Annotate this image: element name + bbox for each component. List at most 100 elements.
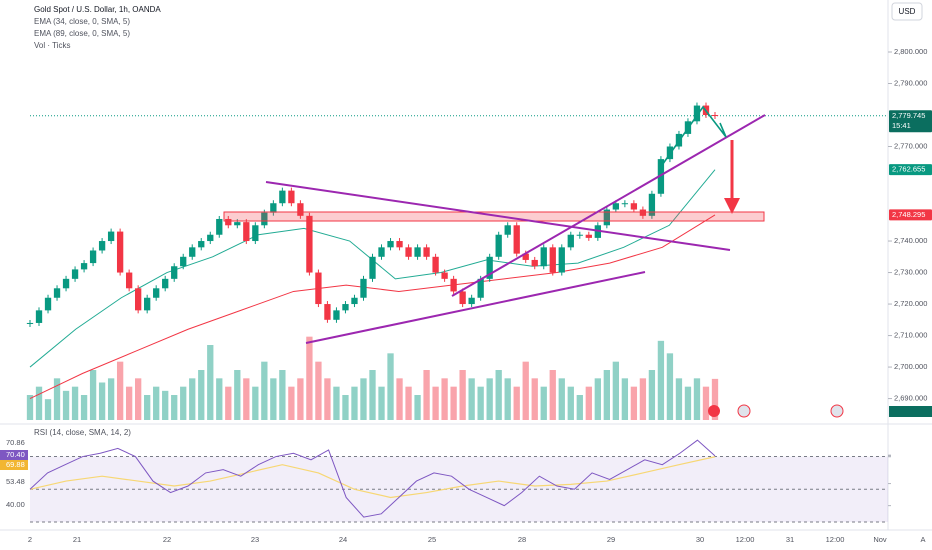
volume-bar bbox=[432, 386, 439, 420]
volume-badge bbox=[889, 406, 932, 417]
volume-bar bbox=[711, 378, 719, 420]
candle-body bbox=[549, 247, 556, 273]
volume-bar bbox=[684, 386, 692, 420]
indicator-label: EMA (34, close, 0, SMA, 5) bbox=[34, 17, 130, 26]
volume-bar bbox=[549, 370, 556, 420]
price-badge bbox=[889, 164, 932, 176]
rsi-badge bbox=[0, 460, 28, 470]
countdown-label: 15:41 bbox=[892, 121, 911, 130]
volume-bar bbox=[396, 378, 403, 420]
candle-body bbox=[180, 256, 187, 267]
candle-body bbox=[125, 272, 133, 289]
candle-body bbox=[441, 272, 448, 279]
price-badge bbox=[889, 209, 932, 221]
volume-bar bbox=[378, 386, 385, 420]
candle-body bbox=[540, 247, 547, 267]
volume-bar bbox=[387, 353, 394, 420]
y-tick-label: 2,770.000 bbox=[894, 141, 927, 150]
candle-body bbox=[378, 247, 385, 257]
volume-bar bbox=[135, 378, 142, 420]
event-icon[interactable] bbox=[708, 405, 720, 417]
path-arrow bbox=[659, 105, 727, 169]
volume-bar bbox=[80, 395, 88, 420]
volume-bar bbox=[270, 378, 277, 420]
volume-bar bbox=[116, 361, 124, 420]
volume-bar bbox=[89, 370, 97, 420]
volume-bar bbox=[315, 361, 322, 420]
volume-bar bbox=[585, 386, 592, 420]
volume-bar bbox=[369, 370, 376, 420]
volume-bar bbox=[441, 378, 448, 420]
price-badge-label: 2,779.745 bbox=[892, 111, 925, 120]
volume-bar bbox=[630, 386, 638, 420]
rsi-axis-label: 53.48 bbox=[6, 477, 25, 486]
candle-body bbox=[207, 234, 214, 242]
candle-body bbox=[62, 278, 70, 289]
volume-bar bbox=[405, 386, 412, 420]
rsi-axis-label: 40.00 bbox=[6, 500, 25, 509]
volume-bar bbox=[693, 378, 701, 420]
candle-body bbox=[26, 322, 34, 324]
candle-body bbox=[279, 190, 286, 204]
volume-bar bbox=[513, 386, 520, 420]
volume-bar bbox=[98, 382, 106, 420]
candle-body bbox=[603, 209, 610, 226]
candle-body bbox=[89, 250, 97, 264]
candle-body bbox=[144, 297, 151, 311]
volume-bar bbox=[504, 378, 511, 420]
volume-bar bbox=[666, 353, 674, 420]
volume-bar bbox=[540, 386, 547, 420]
volume-bar bbox=[125, 386, 133, 420]
volume-bar bbox=[216, 378, 223, 420]
candle-body bbox=[387, 241, 394, 248]
candle-body bbox=[216, 218, 223, 235]
candle-body bbox=[639, 209, 647, 216]
x-tick-label: 23 bbox=[251, 535, 259, 544]
x-tick-label: 12:00 bbox=[826, 535, 845, 544]
volume-bar bbox=[207, 345, 214, 420]
volume-bar bbox=[657, 340, 665, 420]
candle-body bbox=[306, 215, 313, 273]
candle-body bbox=[657, 159, 665, 194]
auto-scale-button: A bbox=[920, 535, 925, 544]
volume-bar bbox=[44, 399, 52, 420]
volume-bar bbox=[495, 370, 502, 420]
candle-body bbox=[243, 222, 250, 242]
data-layer: 2,800.000 2,790.000 2,770.000 2,740.000 2,73… bbox=[0, 47, 932, 544]
y-tick-label: 2,690.000 bbox=[894, 394, 927, 403]
candle-body bbox=[450, 278, 457, 292]
rsi-ma-line bbox=[29, 456, 716, 499]
volume-bar bbox=[639, 378, 647, 420]
y-tick-label: 2,710.000 bbox=[894, 331, 927, 340]
volume-bar bbox=[360, 378, 367, 420]
volume-bar bbox=[621, 378, 629, 420]
candle-body bbox=[234, 222, 241, 226]
volume-bar bbox=[62, 390, 70, 420]
volume-bar bbox=[531, 378, 538, 420]
rsi-axis-label: 69.88 bbox=[6, 460, 25, 469]
x-tick-label: 2 bbox=[28, 535, 32, 544]
volume-bar bbox=[53, 378, 61, 420]
candle-body bbox=[477, 278, 484, 298]
currency-button[interactable] bbox=[891, 2, 923, 21]
trend-line bbox=[305, 271, 646, 344]
candle-body bbox=[360, 278, 367, 298]
y-tick-label: 2,800.000 bbox=[894, 47, 927, 56]
candle-body bbox=[315, 272, 322, 305]
volume-bar bbox=[648, 370, 656, 420]
volume-bar bbox=[423, 370, 430, 420]
volume-bar bbox=[261, 361, 268, 420]
volume-bar bbox=[459, 370, 466, 420]
candle-body bbox=[432, 256, 439, 273]
candle-body bbox=[324, 304, 331, 320]
event-icon[interactable] bbox=[830, 404, 844, 418]
volume-bar bbox=[576, 395, 583, 420]
event-icon[interactable] bbox=[737, 404, 751, 418]
candle-body bbox=[71, 269, 79, 279]
y-tick-label: 2,720.000 bbox=[894, 299, 927, 308]
ema-line bbox=[29, 214, 716, 400]
volume-bar bbox=[351, 386, 358, 420]
currency-label[interactable]: USD bbox=[899, 7, 916, 16]
candle-body bbox=[405, 247, 412, 257]
